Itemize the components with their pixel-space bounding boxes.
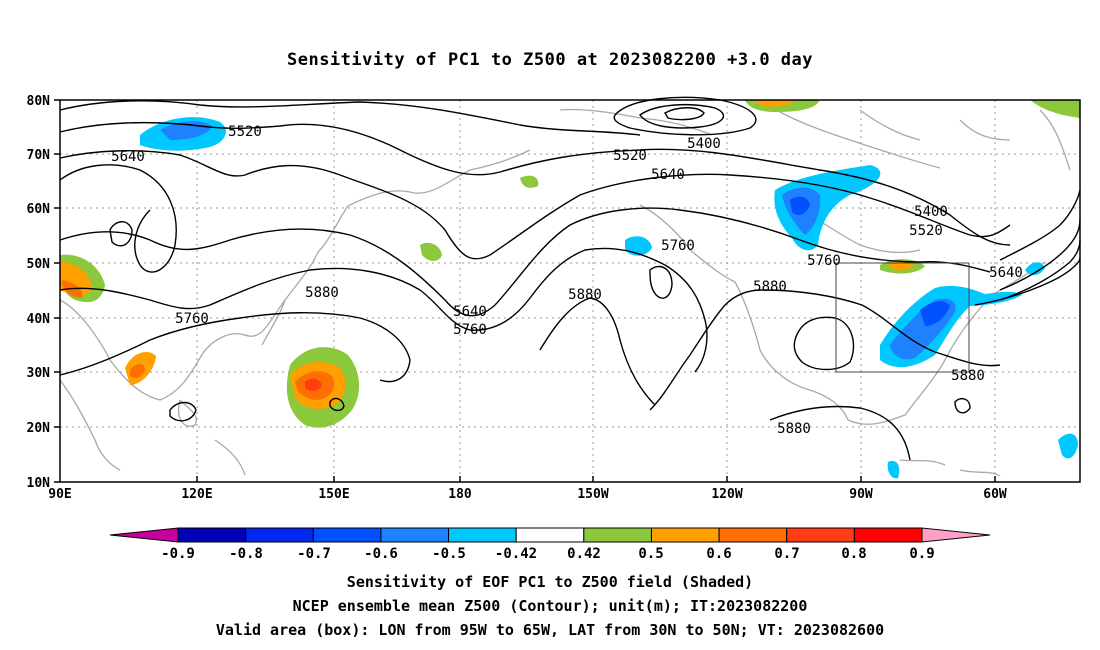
colorbar-box (515, 527, 585, 543)
negative-patch (920, 301, 950, 326)
colorbar-label: 0.8 (841, 546, 866, 562)
colorbar-label: -0.42 (495, 546, 537, 562)
colorbar-label: -0.9 (161, 546, 195, 562)
contour-label: 5640 (989, 265, 1023, 281)
lat-label: 80N (27, 94, 51, 109)
valid-area-box (835, 262, 970, 373)
colorbar-label: -0.7 (297, 546, 331, 562)
lon-label: 90W (849, 487, 873, 502)
negative-patch (887, 460, 900, 479)
lat-label: 50N (27, 257, 51, 272)
map-frame (59, 99, 1081, 483)
contour-label: 5760 (453, 322, 487, 338)
lon-label: 90E (48, 487, 71, 502)
lon-label: 150E (318, 487, 349, 502)
caption-shading: Sensitivity of EOF PC1 to Z500 field (Sh… (346, 573, 754, 591)
contour-label: 5400 (914, 204, 948, 220)
colorbar-box (650, 527, 720, 543)
caption-contour: NCEP ensemble mean Z500 (Contour); unit(… (292, 597, 808, 615)
longitude-labels: 90E 120E 150E 180 150W 120W 90W 60W (48, 487, 1007, 502)
colorbar-box (177, 527, 247, 543)
caption-valid-area: Valid area (box): LON from 95W to 65W, L… (215, 621, 885, 639)
lat-label: 70N (27, 148, 51, 163)
contour-label: 5880 (777, 421, 811, 437)
contour-label: 5400 (687, 136, 721, 152)
lon-ticks (196, 476, 996, 482)
colorbar-box (853, 527, 923, 543)
contour-label: 5760 (175, 311, 209, 327)
colorbar-label: 0.9 (909, 546, 934, 562)
colorbar-low-triangle (109, 527, 179, 543)
contour-label: 5520 (228, 124, 262, 140)
colorbar-box (380, 527, 450, 543)
colorbar-label: 0.6 (706, 546, 731, 562)
positive-patch (305, 378, 322, 391)
colorbar-label: 0.42 (567, 546, 601, 562)
positive-patch (1030, 100, 1080, 118)
positive-patch (130, 364, 145, 378)
colorbar-label: 0.5 (638, 546, 663, 562)
lat-label: 20N (27, 421, 51, 436)
contour-label: 5640 (453, 304, 487, 320)
lat-label: 30N (27, 366, 51, 381)
z500-contours (59, 96, 1081, 461)
coastlines (59, 99, 1071, 477)
colorbar-box (583, 527, 652, 543)
colorbar-high-triangle (921, 527, 991, 543)
colorbar-label: -0.5 (432, 546, 466, 562)
contour-label: 5880 (951, 368, 985, 384)
sensitivity-shading (60, 100, 1080, 479)
lat-label: 10N (27, 476, 51, 491)
contour-label: 5640 (651, 167, 685, 183)
contour-label: 5880 (568, 287, 602, 303)
negative-patch (1025, 262, 1045, 276)
contour-label: 5880 (753, 279, 787, 295)
negative-patch (625, 236, 652, 256)
lat-label: 60N (27, 202, 51, 217)
lat-ticks (54, 99, 60, 483)
contour-labels: 5520 5640 5400 5520 5640 5400 5520 5760 … (111, 124, 1023, 437)
contour-label: 5520 (909, 223, 943, 239)
contour-label: 5760 (661, 238, 695, 254)
colorbar-box (245, 527, 314, 543)
positive-patch (420, 242, 442, 262)
lon-label: 120E (181, 487, 212, 502)
contour-label: 5640 (111, 149, 145, 165)
lat-label: 40N (27, 312, 51, 327)
lon-label: 120W (711, 487, 742, 502)
lon-label: 60W (983, 487, 1007, 502)
contour-label: 5880 (305, 285, 339, 301)
colorbar-box (786, 527, 855, 543)
colorbar-box (448, 527, 517, 543)
latitude-labels: 80N 70N 60N 50N 40N 30N 20N 10N (27, 94, 51, 491)
lon-label: 180 (448, 487, 472, 502)
colorbar-box (312, 527, 382, 543)
colorbar-labels: -0.9 -0.8 -0.7 -0.6 -0.5 -0.42 0.42 0.5 … (161, 546, 935, 562)
positive-patch (752, 100, 795, 107)
colorbar-box (718, 527, 788, 543)
contour-label: 5520 (613, 148, 647, 164)
lon-label: 150W (577, 487, 608, 502)
negative-patch (1058, 433, 1078, 459)
contour-label: 5760 (807, 253, 841, 269)
positive-patch (520, 175, 539, 188)
colorbar-label: 0.7 (774, 546, 799, 562)
colorbar-label: -0.8 (229, 546, 263, 562)
map-title: Sensitivity of PC1 to Z500 at 2023082200… (286, 50, 813, 70)
negative-patch (790, 196, 810, 216)
colorbar-boxes (177, 527, 923, 543)
colorbar-label: -0.6 (364, 546, 398, 562)
